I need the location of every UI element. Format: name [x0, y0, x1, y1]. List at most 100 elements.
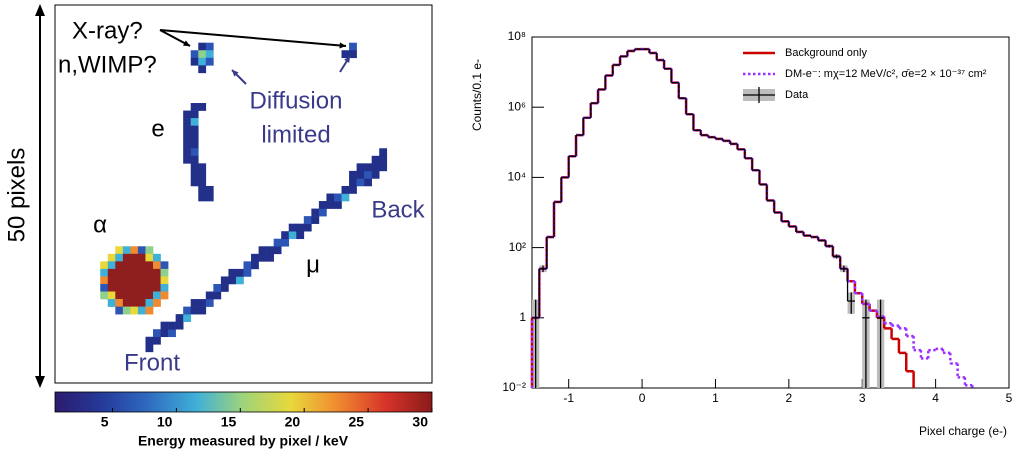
pixel: [130, 299, 138, 307]
pixel: [145, 276, 153, 284]
arrow-head: [35, 4, 45, 16]
pixel: [153, 254, 161, 262]
pixel: [138, 307, 146, 315]
pixel: [342, 50, 350, 58]
pixel: [108, 299, 116, 307]
x-tick-label: 5: [1006, 391, 1013, 405]
pixel: [334, 194, 342, 202]
pixel: [115, 269, 123, 277]
pixel: [161, 329, 169, 337]
pixel: [145, 292, 153, 300]
pixel: [183, 126, 191, 134]
pixel: [191, 133, 199, 141]
pixel: [191, 118, 199, 126]
pixel: [130, 307, 138, 315]
pixel: [191, 103, 199, 111]
annotation: Back: [371, 196, 425, 223]
pixel: [100, 261, 108, 269]
pixel: [130, 284, 138, 292]
pixel: [206, 292, 214, 300]
annotation: Diffusion: [250, 87, 343, 114]
pixel: [334, 201, 342, 209]
pixel: [138, 269, 146, 277]
pixel: [379, 148, 387, 156]
pixel: [100, 269, 108, 277]
pixel: [244, 261, 252, 269]
pixel: [183, 111, 191, 119]
x-tick-label: 2: [786, 391, 793, 405]
pixel: [123, 261, 131, 269]
pixel: [138, 299, 146, 307]
legend-label: Background only: [785, 47, 867, 59]
pixel: [364, 163, 372, 171]
pixel: [153, 329, 161, 337]
arrow-head: [35, 376, 45, 388]
x-tick-label: 4: [932, 391, 939, 405]
pixel: [198, 186, 206, 194]
pixel: [123, 307, 131, 315]
pixel: [108, 269, 116, 277]
pixel: [123, 284, 131, 292]
x-tick-label: -1: [563, 391, 574, 405]
pixel: [145, 269, 153, 277]
pixel: [138, 276, 146, 284]
x-axis-label: Pixel charge (e-): [919, 424, 1007, 438]
pixel: [138, 292, 146, 300]
pixel: [183, 118, 191, 126]
pixel: [274, 239, 282, 247]
pixel: [191, 299, 199, 307]
y-tick-label: 1: [519, 310, 526, 324]
pixel: [191, 156, 199, 164]
annotation: Front: [124, 349, 180, 376]
pixel: [130, 261, 138, 269]
pixel: [259, 246, 267, 254]
annotation: α: [93, 211, 107, 238]
pixel: [153, 299, 161, 307]
pixel: [161, 284, 169, 292]
pixel: [183, 314, 191, 322]
pixel: [138, 284, 146, 292]
pixel: [206, 299, 214, 307]
pixel: [266, 254, 274, 262]
pixel: [191, 126, 199, 134]
pixel: [342, 194, 350, 202]
pixel: [115, 299, 123, 307]
pixel: [115, 284, 123, 292]
pixel: [198, 163, 206, 171]
scale-label: 50 pixels: [3, 148, 30, 243]
y-tick-label: 10²: [509, 240, 526, 254]
pixel: [145, 254, 153, 262]
pixel: [221, 284, 229, 292]
pixel: [183, 148, 191, 156]
legend-label: DM-e⁻: mχ=12 MeV/c², σ̄e=2 × 10⁻³⁷ cm²: [785, 68, 987, 80]
pixel: [161, 269, 169, 277]
pixel: [153, 292, 161, 300]
pixel: [266, 246, 274, 254]
pixel: [198, 65, 206, 73]
pixel: [123, 292, 131, 300]
pixel: [123, 299, 131, 307]
pixel: [138, 246, 146, 254]
pixel: [349, 171, 357, 179]
pixel: [198, 50, 206, 58]
pixel: [161, 261, 169, 269]
y-tick-label: 10⁻²: [502, 380, 526, 394]
pixel: [183, 133, 191, 141]
pixel: [145, 307, 153, 315]
pixel: [123, 269, 131, 277]
pixel: [108, 261, 116, 269]
pixel: [161, 292, 169, 300]
annotation: n,WIMP?: [58, 51, 157, 78]
pixel: [145, 246, 153, 254]
pixel: [198, 307, 206, 315]
y-tick-label: 10⁸: [508, 29, 526, 43]
colorbar-tick-label: 5: [101, 414, 109, 430]
pixel: [138, 254, 146, 262]
pixel: [198, 194, 206, 202]
pixel: [206, 43, 214, 51]
pixel: [145, 337, 153, 345]
pixel: [191, 171, 199, 179]
pixel: [108, 284, 116, 292]
pixel: [191, 111, 199, 119]
pixel: [115, 254, 123, 262]
